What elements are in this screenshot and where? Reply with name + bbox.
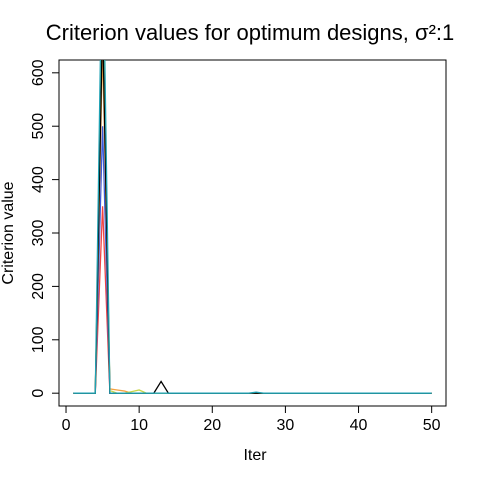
series-line xyxy=(73,206,432,394)
series-line xyxy=(73,126,432,394)
series-line xyxy=(73,60,432,394)
chart-title: Criterion values for optimum designs, σ²… xyxy=(46,20,455,45)
x-tick-label: 20 xyxy=(203,417,221,434)
lines xyxy=(73,60,432,394)
y-tick-label: 400 xyxy=(30,166,47,193)
x-tick-label: 10 xyxy=(130,417,148,434)
x-tick-label: 30 xyxy=(277,417,295,434)
y-tick-label: 600 xyxy=(30,59,47,86)
y-tick-label: 100 xyxy=(30,326,47,353)
y-tick-label: 300 xyxy=(30,220,47,247)
x-tick-label: 0 xyxy=(62,417,71,434)
y-tick-label: 500 xyxy=(30,113,47,140)
y-tick-label: 200 xyxy=(30,273,47,300)
y-tick-label: 0 xyxy=(30,389,47,398)
x-axis-label: Iter xyxy=(243,447,267,464)
series-line xyxy=(73,60,432,394)
series-line xyxy=(73,60,432,394)
plot-box xyxy=(58,59,447,407)
x-tick-label: 50 xyxy=(423,417,441,434)
x-tick-label: 40 xyxy=(350,417,368,434)
y-axis-label: Criterion value xyxy=(0,181,17,284)
series-line xyxy=(73,60,432,394)
